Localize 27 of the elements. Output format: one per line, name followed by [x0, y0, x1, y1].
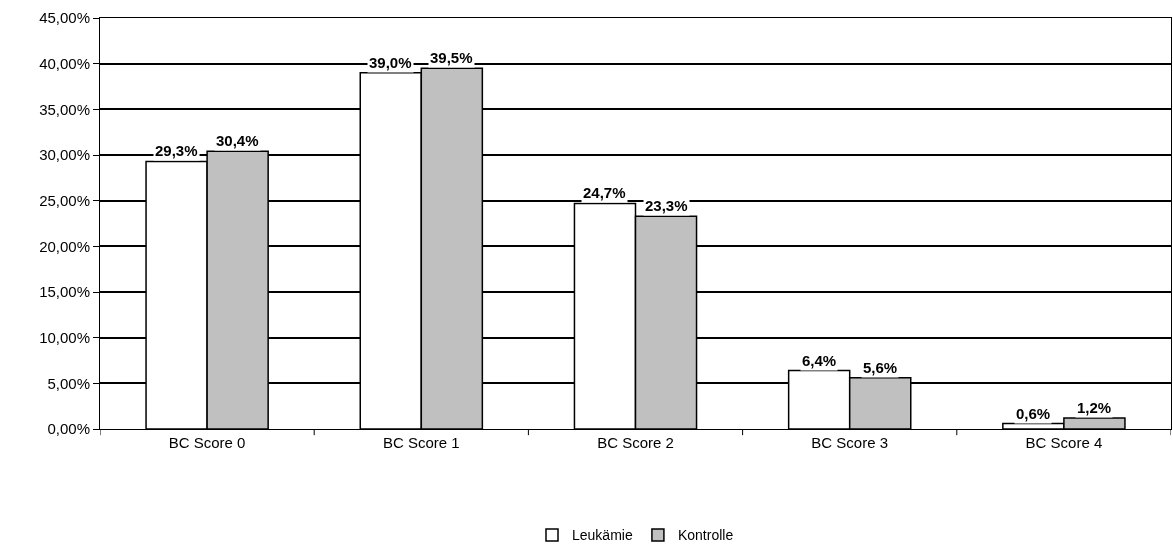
- y-tick-label: 40,00%: [39, 54, 90, 72]
- data-label: 30,4%: [216, 132, 259, 149]
- y-tick-label: 25,00%: [39, 191, 90, 209]
- data-label: 1,2%: [1077, 399, 1112, 416]
- y-tick-label: 5,00%: [47, 374, 90, 392]
- legend-label: Leukämie: [572, 527, 633, 544]
- y-tick-label: 20,00%: [39, 237, 90, 255]
- y-tick-label: 15,00%: [39, 283, 90, 301]
- y-tick-label: 35,00%: [39, 100, 90, 118]
- x-tick-label: BC Score 2: [597, 434, 674, 451]
- data-label: 0,6%: [1016, 405, 1051, 422]
- data-label: 29,3%: [155, 142, 198, 159]
- x-tick-label: BC Score 1: [382, 434, 460, 451]
- y-tick-label: 10,00%: [39, 328, 90, 346]
- data-label: 39,5%: [430, 49, 473, 66]
- x-tick-label: BC Score 4: [1025, 434, 1103, 451]
- data-label: 24,7%: [583, 184, 626, 201]
- data-label: 5,6%: [863, 359, 898, 376]
- y-tick-label: 0,00%: [47, 420, 90, 438]
- x-tick-label: BC Score 3: [811, 434, 889, 451]
- data-label: 23,3%: [645, 197, 688, 214]
- data-label: 39,0%: [369, 54, 412, 71]
- y-tick-label: 30,00%: [39, 146, 90, 164]
- y-tick-label: 45,00%: [39, 9, 90, 27]
- x-tick-label: BC Score 0: [168, 434, 246, 451]
- legend-label: Kontrolle: [677, 527, 734, 544]
- data-label: 6,4%: [802, 352, 837, 369]
